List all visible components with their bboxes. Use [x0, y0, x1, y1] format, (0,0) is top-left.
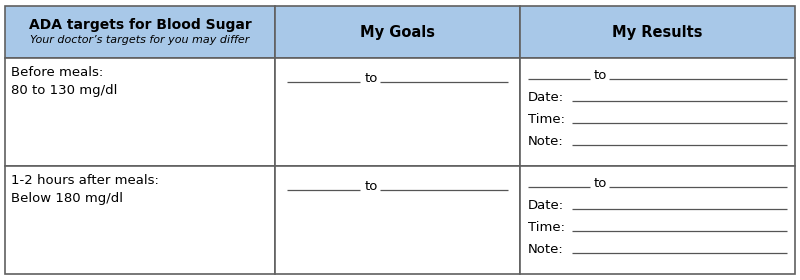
Text: 80 to 130 mg/dl: 80 to 130 mg/dl — [11, 84, 118, 97]
Bar — [520, 6, 795, 58]
Text: Below 180 mg/dl: Below 180 mg/dl — [11, 192, 123, 205]
Text: Date:: Date: — [528, 199, 564, 212]
Bar — [275, 58, 520, 166]
Bar — [275, 166, 520, 274]
Text: Before meals:: Before meals: — [11, 66, 103, 79]
Bar — [275, 6, 520, 58]
Bar — [520, 166, 795, 274]
Text: My Goals: My Goals — [360, 25, 435, 39]
Bar — [5, 166, 275, 274]
Bar — [5, 58, 275, 166]
Text: Note:: Note: — [528, 243, 564, 256]
Text: Date:: Date: — [528, 91, 564, 104]
Bar — [5, 6, 275, 58]
Text: My Results: My Results — [612, 25, 702, 39]
Text: 1-2 hours after meals:: 1-2 hours after meals: — [11, 174, 159, 187]
Text: to: to — [594, 69, 607, 82]
Text: to: to — [594, 177, 607, 190]
Text: to: to — [365, 72, 378, 85]
Bar — [520, 58, 795, 166]
Text: Time:: Time: — [528, 221, 565, 234]
Text: Your doctor’s targets for you may differ: Your doctor’s targets for you may differ — [30, 35, 250, 45]
Text: ADA targets for Blood Sugar: ADA targets for Blood Sugar — [29, 18, 251, 32]
Text: Time:: Time: — [528, 113, 565, 126]
Text: Note:: Note: — [528, 135, 564, 148]
Text: to: to — [365, 180, 378, 193]
